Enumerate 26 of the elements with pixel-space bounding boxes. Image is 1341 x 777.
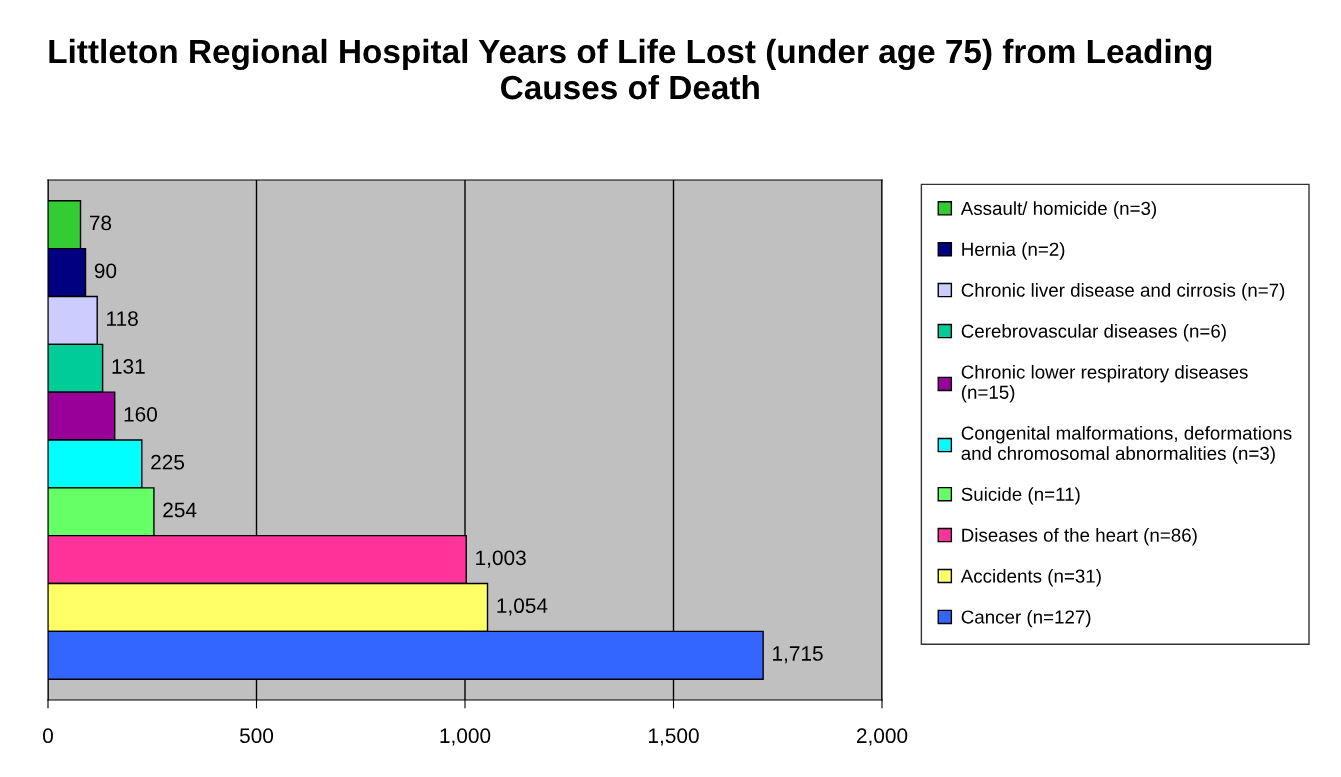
x-tick-label: 1,500	[649, 728, 699, 746]
x-tick-label: 0	[43, 728, 53, 744]
data-label: 1,715	[773, 646, 823, 664]
legend-label: Diseases of the heart (n=86)	[962, 528, 1197, 546]
x-tick-label: 1,000	[440, 728, 491, 746]
data-label: 90	[94, 263, 117, 279]
data-label: 254	[163, 502, 197, 518]
legend-label: Congenital malformations, deformations and chromosomal abnormalities (n=3)	[961, 426, 1292, 464]
x-tick-label: 500	[239, 728, 274, 744]
legend-label: Accidents (n=31)	[960, 568, 1101, 587]
legend-label: Cerebrovascular diseases (n=6)	[961, 324, 1226, 342]
data-label: 78	[89, 215, 112, 231]
data-label: 1,003	[476, 550, 526, 568]
data-label: 118	[107, 311, 138, 326]
legend-label: Hernia (n=2)	[962, 242, 1065, 260]
legend-label: Chronic lower respiratory diseases (n=15)	[961, 364, 1248, 403]
data-label: 160	[124, 406, 157, 422]
x-tick-label: 2,000	[856, 728, 908, 746]
data-label: 131	[112, 359, 145, 374]
legend-label: Chronic liver disease and cirrosis (n=7)	[961, 283, 1285, 301]
data-label: 1,054	[497, 598, 548, 616]
chart-title: Littleton Regional Hospital Years of Life Lost (under age 75) from Leading Causes of Death	[49, 38, 1212, 100]
legend-label: Assault/ homicide (n=3)	[960, 201, 1157, 219]
legend-label: Cancer (n=127)	[961, 609, 1091, 628]
data-label: 225	[151, 454, 185, 470]
legend-label: Suicide (n=11)	[961, 487, 1080, 505]
